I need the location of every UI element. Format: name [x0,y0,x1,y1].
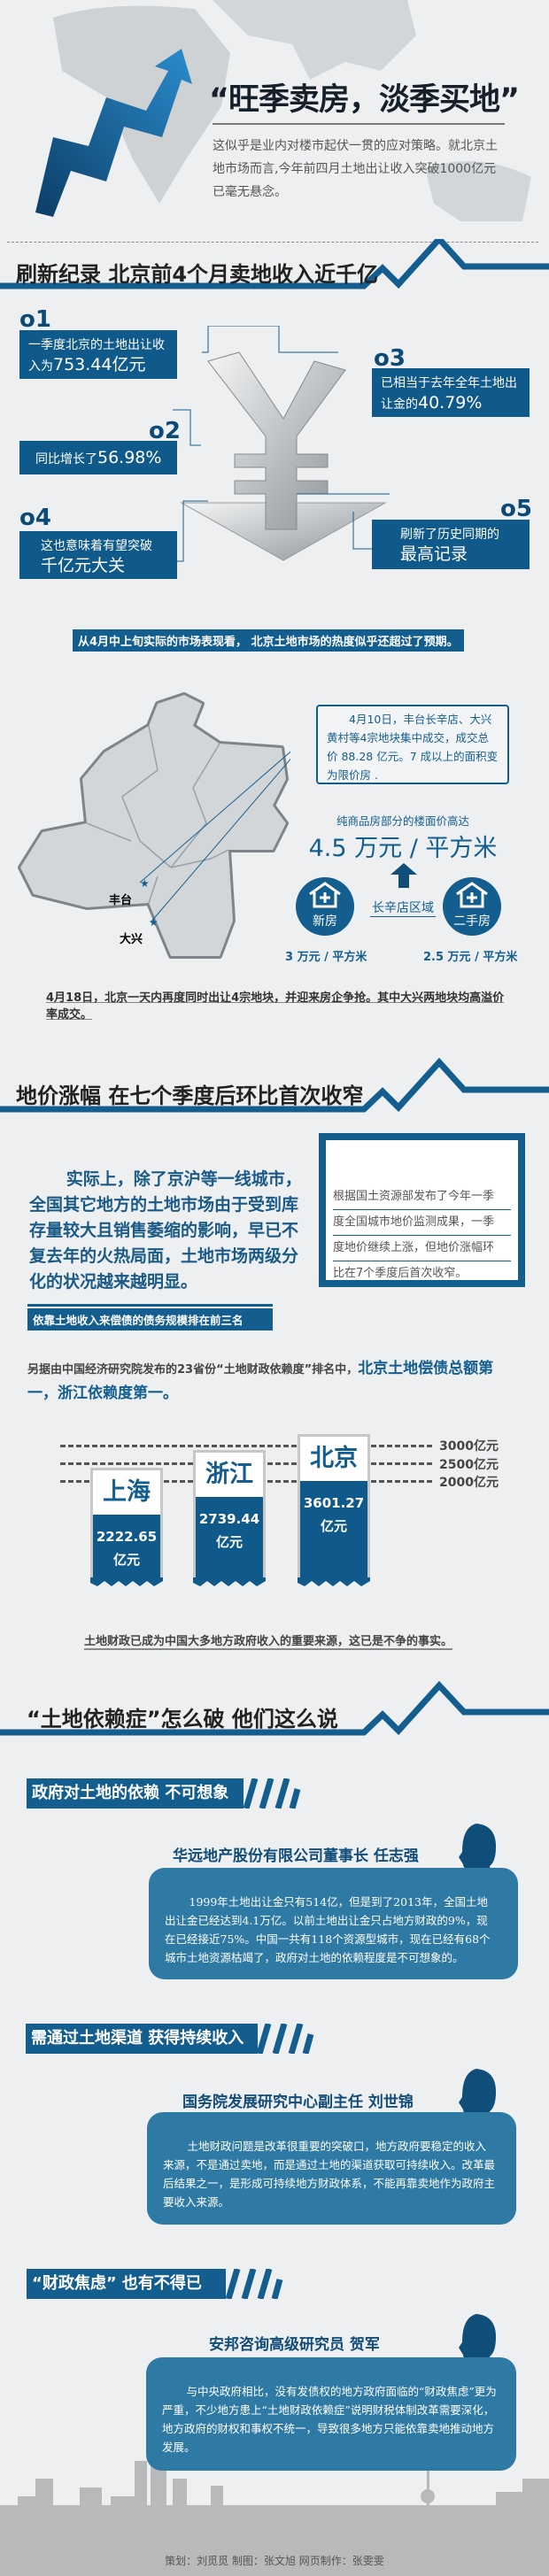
fact-number: o4 [19,505,51,531]
info-line: 度全国城市地价监测成果，一季 [333,1210,511,1236]
zigzag-header-line [0,239,549,289]
house-plus-icon [309,882,341,908]
fact-text: 一季度北京的土地出让收入为 [28,338,165,374]
second-house-circle: 二手房 [443,877,501,936]
section-title-record: 刷新纪录 北京前4个月卖地收入近千亿 [16,262,379,287]
hero-intro: 这似乎是业内对楼市起伏一贯的应对策略。就北京土地市场而言,今年前四月土地出让收入… [213,139,498,199]
bar-shanghai: 上海 2222.65 亿元 [90,1468,163,1580]
mlr-info-box: 根据国土资源部发布了今年一季 度全国城市地价监测成果，一季 度地价继续上涨，但地… [319,1133,525,1287]
yen-down-arrow-icon [173,326,390,562]
slash-decoration [243,1778,301,1809]
fact-number: o2 [149,418,181,444]
fact-text: 刷新了历史同期的 [400,528,499,542]
land-market-paragraph: 实际上，除了京沪等一线城市，全国其它地方的土地市场由于受到库存量较大且销售萎缩的… [29,1169,302,1292]
city-skyline [0,2461,549,2576]
fact-number: o5 [500,496,532,522]
area-label: 长辛店区域 [370,899,436,917]
ranking-paragraph: 另据由中国经济研究院发布的23省份“土地财政依赖度”排名中，北京土地偿债总额第一… [27,1357,523,1407]
gridline-label: 3000亿元 [439,1439,499,1454]
quote-bubble-2: 土地财政问题是改革很重要的突破口，地方政府要稳定的收入来源，不是通过卖地，而是通… [147,2112,516,2225]
speaker-name: 国务院发展研究中心副主任 刘世锦 [182,2094,414,2111]
fact-box-1: 一季度北京的土地出让收入为753.44亿元 [19,330,177,379]
ranking-highlight: 北京土地偿债总额第一，浙江依赖度第一。 [27,1360,494,1402]
hero-title: “旺季卖房，淡季买地” [209,82,520,118]
house-plus-icon [456,882,488,908]
land-finance-conclusion: 土地财政已成为中国大多地方政府收入的重要来源，这已是不争的事实。 [84,1631,453,1650]
bar-zhejiang: 浙江 2739.44 亿元 [193,1450,266,1580]
bar-city: 北京 [300,1437,367,1481]
fact-value: 56.98% [97,448,162,467]
bar-unit: 亿元 [112,1552,140,1568]
gridline-3000 [60,1445,432,1447]
new-house-label: 新房 [313,914,337,929]
new-house-price: 3 万元 / 平方米 [285,951,367,964]
section-title-land-price: 地价涨幅 在七个季度后环比首次收窄 [16,1084,364,1108]
fact-text: 这也意味着有望突破 [41,539,152,553]
bar-unit: 亿元 [215,1534,243,1550]
star-icon: ★ [140,877,150,890]
quote-bubble-1: 1999年土地出让金只有514亿，但是到了2013年，全国土地出让金已经达到4.… [149,1868,518,1979]
gridline-label: 2000亿元 [439,1476,499,1490]
price-caption: 纯商品房部分的楼面价高达 [336,814,469,828]
fact-text: 已相当于去年全年土地出让金的 [381,376,517,412]
bar-city: 浙江 [196,1453,263,1497]
quote-bubble-3: 与中央政府相比，没有发债权的地方政府面临的“财政焦虑”更为严重，不少地方患上“土… [146,2357,516,2471]
bar-city: 上海 [93,1470,160,1515]
zigzag-header-line [0,1058,549,1113]
beijing-map: ★ ★ [18,692,290,959]
section-title-dependency: “土地依赖症”怎么破 他们这么说 [27,1707,338,1731]
quote-banner-3: “财政焦虑” 也有不得已 [27,2269,226,2299]
fact-box-5: 刷新了历史同期的最高记录 [372,520,530,569]
fact-number: o1 [19,306,51,333]
rising-arrow-icon [35,49,192,217]
fact-value: 千亿元大关 [41,556,126,575]
fact-box-2: 同比增长了56.98% [19,441,177,474]
zigzag-header-line [0,1680,549,1736]
map-label-daxing: 大兴 [120,933,143,946]
fact-value: 40.79% [418,393,483,413]
info-line: 根据国土资源部发布了今年一季 [333,1184,511,1210]
speaker-name: 安邦咨询高级研究员 贺军 [209,2336,380,2354]
map-label-fengtai: 丰台 [109,894,133,907]
quote-banner-2: 需通过土地渠道 获得持续收入 [26,2024,258,2054]
bar-value: 2222.65 [96,1529,158,1545]
note-april18: 4月18日，北京一天内再度同时出让4宗地块，并迎来房企争抢。其中大兴两地块均高溢… [46,991,505,1022]
slash-decoration [225,2269,283,2299]
ranking-text: 另据由中国经济研究院发布的23省份“土地财政依赖度”排名中， [27,1363,359,1377]
banner-debt-ranking: 依靠土地收入来偿债的债务规模排在前三名 [27,1308,273,1330]
torn-bar-edges [90,1577,370,1586]
dashed-divider [7,242,538,243]
fact-box-4: 这也意味着有望突破千亿元大关 [19,531,177,579]
star-icon: ★ [149,916,159,929]
quote-banner-1: 政府对土地的依赖 不可想象 [27,1778,244,1809]
arrow-up-icon [390,863,417,888]
fact-number: o3 [374,345,406,372]
fact-value: 753.44亿元 [53,355,146,374]
fact-value: 最高记录 [400,544,468,564]
bar-beijing: 北京 3601.27 亿元 [298,1434,370,1580]
info-line: 比在7个季度后首次收窄。 [333,1267,468,1280]
info-line: 度地价继续上涨，但地价涨幅环 [333,1236,511,1261]
speaker-name: 华远地产股份有限公司董事长 任志强 [173,1847,419,1865]
new-house-circle: 新房 [296,877,354,936]
fact-box-3: 已相当于去年全年土地出让金的40.79% [372,368,530,417]
bar-unit: 亿元 [320,1518,347,1534]
banner-market-heat: 从4月中上旬实际的市场表现看， 北京土地市场的热度似乎还超过了预期。 [73,629,464,652]
callout-april10: 4月10日，丰台长辛店、大兴黄村等4宗地块集中成交，成交总价 88.28 亿元。… [316,705,509,784]
second-house-price: 2.5 万元 / 平方米 [423,951,518,964]
fact-text: 同比增长了 [35,452,97,467]
bar-value: 3601.27 [303,1495,365,1511]
gridline-label: 2500亿元 [439,1458,499,1472]
credits: 策划：刘觅觅 制图：张文旭 网页制作：张雯雯 [165,2555,384,2567]
divider [213,123,505,125]
bar-value: 2739.44 [198,1511,260,1527]
world-map-background [53,0,531,221]
second-house-label: 二手房 [453,914,491,929]
divider [27,1304,273,1307]
price-value: 4.5 万元 / 平方米 [308,835,498,862]
slash-decoration [256,2024,314,2054]
